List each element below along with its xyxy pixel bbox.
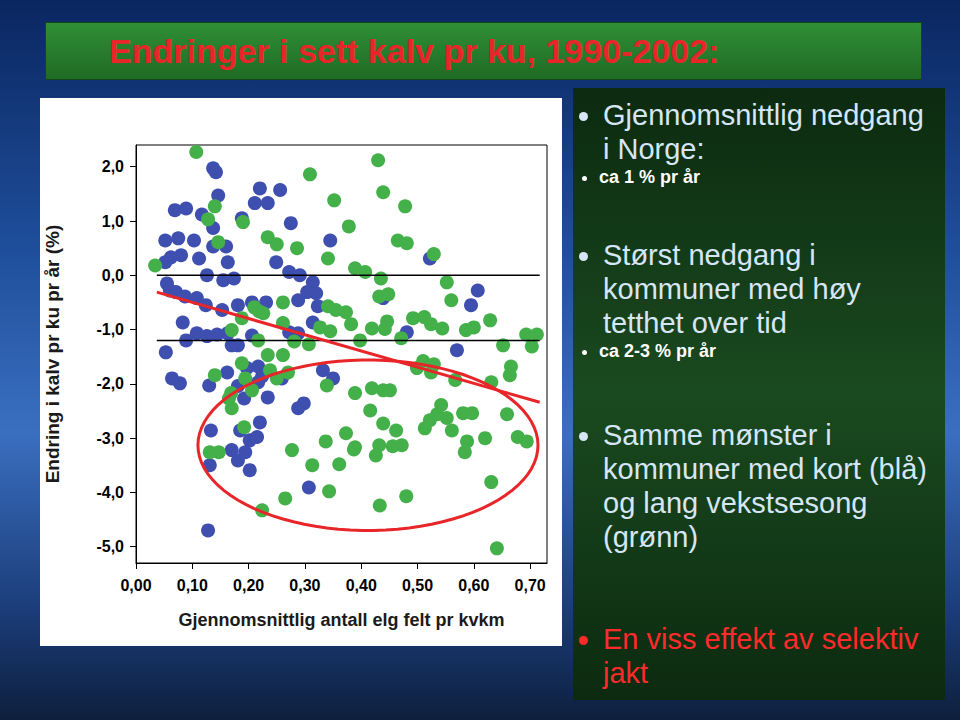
svg-text:-2,0: -2,0 <box>96 375 124 392</box>
html-text:Størst nedgang i kommuner med: Størst nedgang i kommuner med høy tetthe… <box>603 239 861 339</box>
svg-text:-1,0: -1,0 <box>96 321 124 338</box>
svg-text:0,10: 0,10 <box>177 577 208 594</box>
svg-text:-5,0: -5,0 <box>96 538 124 555</box>
svg-text:0,50: 0,50 <box>402 577 433 594</box>
svg-text:0,40: 0,40 <box>346 577 377 594</box>
svg-text:2,0: 2,0 <box>102 158 124 175</box>
svg-text:1,0: 1,0 <box>102 213 124 230</box>
html-text:Gjennomsnittlig nedgang i Norg: Gjennomsnittlig nedgang i Norge: <box>603 99 924 165</box>
svg-text:0,70: 0,70 <box>515 577 546 594</box>
svg-text:Gjennomsnittlig antall elg fel: Gjennomsnittlig antall elg felt pr kvkm <box>178 610 504 630</box>
svg-text:0,00: 0,00 <box>120 577 151 594</box>
svg-text:Endring i kalv pr ku pr år (%): Endring i kalv pr ku pr år (%) <box>42 225 63 484</box>
html-text:Samme mønster i kommuner med k: Samme mønster i kommuner med kort (blå) … <box>603 419 927 553</box>
svg-text:Endringer i sett kalv pr ku, 1: Endringer i sett kalv pr ku, 1990-2002: <box>109 32 719 70</box>
svg-text:0,20: 0,20 <box>233 577 264 594</box>
svg-text:0,60: 0,60 <box>458 577 489 594</box>
svg-text:0,0: 0,0 <box>102 267 124 284</box>
html-text:ca 2-3 % pr år: ca 2-3 % pr år <box>599 341 717 361</box>
html-text:ca 1 % pr år: ca 1 % pr år <box>599 167 701 187</box>
svg-text:-3,0: -3,0 <box>96 430 124 447</box>
svg-text:-4,0: -4,0 <box>96 484 124 501</box>
svg-text:0,30: 0,30 <box>289 577 320 594</box>
html-text:En viss effekt av selektiv jak: En viss effekt av selektiv jakt <box>603 623 919 689</box>
